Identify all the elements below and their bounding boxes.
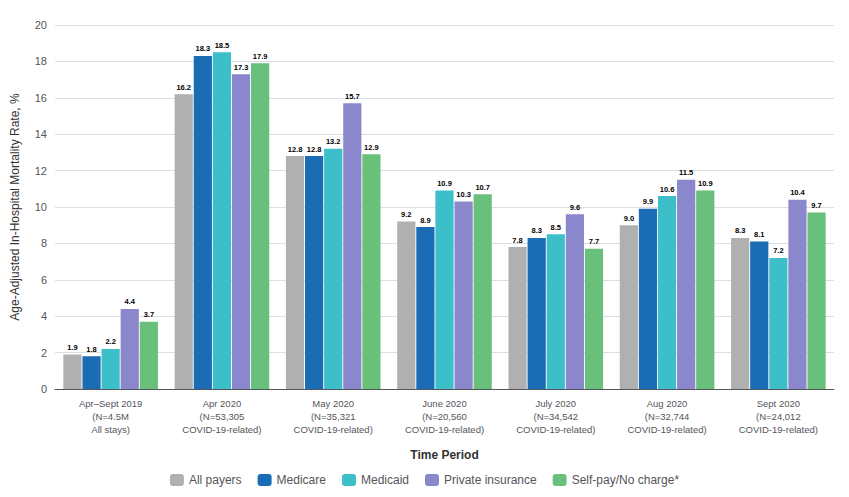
svg-text:COVID-19-related): COVID-19-related) [182,424,261,435]
svg-text:Aug 2020: Aug 2020 [647,398,688,409]
svg-text:4.4: 4.4 [125,297,136,306]
svg-text:17.3: 17.3 [234,63,249,72]
svg-text:COVID-19-related): COVID-19-related) [405,424,484,435]
svg-text:10.4: 10.4 [790,188,805,197]
svg-text:12.8: 12.8 [307,145,322,154]
svg-text:8.3: 8.3 [735,226,745,235]
svg-text:10.7: 10.7 [475,183,490,192]
svg-text:9.9: 9.9 [643,197,653,206]
svg-text:(N=53,305: (N=53,305 [200,411,245,422]
svg-text:COVID-19-related): COVID-19-related) [739,424,818,435]
svg-text:12.8: 12.8 [288,145,303,154]
svg-text:May 2020: May 2020 [312,398,354,409]
svg-text:16.2: 16.2 [176,83,191,92]
svg-text:10.3: 10.3 [456,190,471,199]
svg-text:9.0: 9.0 [624,214,634,223]
svg-text:12: 12 [35,165,47,177]
svg-text:(N=32,744: (N=32,744 [645,411,690,422]
svg-text:Medicare: Medicare [277,473,327,487]
svg-text:7.8: 7.8 [512,236,522,245]
svg-text:(N=24,012: (N=24,012 [756,411,801,422]
svg-text:Self-pay/No charge*: Self-pay/No charge* [572,473,680,487]
svg-text:July 2020: July 2020 [535,398,576,409]
svg-text:10.9: 10.9 [698,179,713,188]
svg-text:10.6: 10.6 [660,185,675,194]
svg-text:11.5: 11.5 [679,168,693,177]
svg-text:Time Period: Time Period [410,448,478,462]
svg-text:Medicaid: Medicaid [361,473,409,487]
svg-text:3.7: 3.7 [144,310,154,319]
svg-text:Age-Adjusted In-Hospital Morta: Age-Adjusted In-Hospital Mortality Rate,… [8,93,22,321]
svg-text:8.3: 8.3 [531,226,541,235]
svg-text:10: 10 [35,201,47,213]
svg-text:12.9: 12.9 [364,143,379,152]
svg-text:(N=20,560: (N=20,560 [422,411,467,422]
svg-text:June 2020: June 2020 [422,398,466,409]
svg-text:16: 16 [35,92,47,104]
svg-text:9.2: 9.2 [401,210,411,219]
svg-text:9.7: 9.7 [811,201,821,210]
svg-text:1.8: 1.8 [86,345,96,354]
svg-text:18.5: 18.5 [215,41,230,50]
svg-text:Sept 2020: Sept 2020 [757,398,800,409]
svg-text:Private insurance: Private insurance [444,473,537,487]
svg-text:COVID-19-related): COVID-19-related) [516,424,595,435]
svg-text:(N=35,321: (N=35,321 [311,411,356,422]
svg-text:4: 4 [41,310,47,322]
svg-text:18.3: 18.3 [196,44,211,53]
svg-text:9.6: 9.6 [570,203,580,212]
svg-text:2: 2 [41,347,47,359]
svg-text:COVID-19-related): COVID-19-related) [627,424,706,435]
svg-text:8.1: 8.1 [754,230,764,239]
svg-text:2.2: 2.2 [105,337,115,346]
svg-text:15.7: 15.7 [345,92,360,101]
svg-text:14: 14 [35,128,47,140]
svg-text:7.2: 7.2 [773,246,783,255]
svg-text:8.5: 8.5 [551,223,561,232]
svg-text:(N=34,542: (N=34,542 [533,411,578,422]
svg-text:Apr 2020: Apr 2020 [203,398,242,409]
svg-text:13.2: 13.2 [326,137,341,146]
svg-text:17.9: 17.9 [253,52,268,61]
svg-text:(N=4.5M: (N=4.5M [92,411,129,422]
svg-text:18: 18 [35,55,47,67]
svg-text:1.9: 1.9 [67,343,77,352]
svg-text:6: 6 [41,274,47,286]
svg-text:0: 0 [41,383,47,395]
svg-text:10.9: 10.9 [437,179,452,188]
svg-text:COVID-19-related): COVID-19-related) [294,424,373,435]
svg-text:7.7: 7.7 [589,237,599,246]
svg-text:8.9: 8.9 [420,216,430,225]
svg-text:8: 8 [41,237,47,249]
svg-text:20: 20 [35,19,47,31]
svg-text:All payers: All payers [189,473,242,487]
svg-text:All stays): All stays) [91,424,130,435]
svg-text:Apr–Sept 2019: Apr–Sept 2019 [79,398,142,409]
